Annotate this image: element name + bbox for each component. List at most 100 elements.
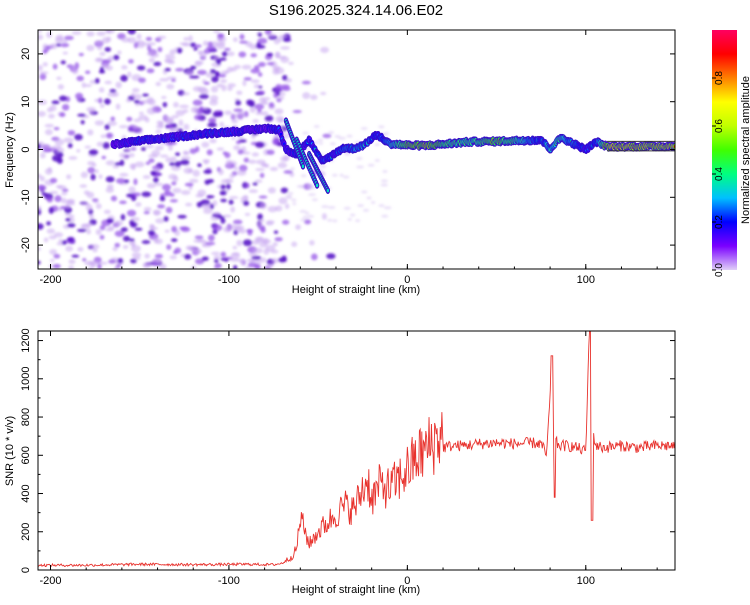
spectrogram-noise-blob [220, 70, 228, 75]
spectrogram-noise-blob [86, 31, 95, 37]
spectrogram-noise-blob [89, 243, 100, 250]
spectrogram-noise-blob [65, 204, 71, 209]
spectrogram-faint-blob [304, 147, 312, 151]
spectrogram-noise-blob [281, 255, 287, 262]
spectrogram-noise-blob [42, 148, 52, 153]
spectrogram-noise-blob [187, 245, 198, 251]
spectrogram-noise-blob [267, 187, 276, 194]
spectrogram-noise-blob [132, 93, 143, 100]
spectrogram-noise-blob [157, 204, 166, 209]
spectrogram-noise-blob [199, 94, 209, 99]
spectrogram-noise-blob [125, 146, 132, 153]
spectrogram-noise-blob [81, 82, 86, 88]
spectrogram-noise-blob [155, 129, 162, 134]
spectrogram-noise-blob [67, 130, 76, 136]
spectrogram-noise-blob [178, 119, 184, 127]
spectrogram-noise-blob [134, 161, 145, 168]
spectrogram-noise-blob [104, 47, 112, 52]
colorbar-tick-label: 0.4 [714, 167, 725, 181]
spectrogram-noise-blob [92, 248, 98, 253]
spectrogram-noise-blob [39, 71, 49, 75]
spectrogram-noise-blob [224, 110, 232, 116]
spectrogram-faint-blob [374, 143, 380, 147]
spectrogram-noise-blob [142, 93, 149, 97]
spectrogram-noise-blob [292, 110, 302, 114]
spectrogram-noise-blob [154, 253, 163, 259]
spectrogram-noise-blob [64, 212, 71, 217]
spectrogram-noise-blob [180, 190, 191, 195]
spectrogram-noise-blob [173, 250, 178, 255]
spectrogram-faint-blob [305, 211, 310, 215]
spectrogram-noise-blob [169, 56, 176, 60]
spectrogram-noise-blob [148, 226, 159, 231]
spectrogram-noise-blob [283, 170, 293, 174]
spectrogram-noise-blob [220, 79, 228, 84]
spectrogram-noise-blob [247, 229, 253, 236]
spectrogram-noise-blob [257, 37, 268, 45]
spectrogram-noise-blob [146, 68, 155, 74]
spectrogram-faint-blob [290, 167, 295, 171]
spectrogram-faint-blob [327, 205, 336, 209]
spectrogram-noise-blob [242, 80, 247, 87]
spectrogram-noise-blob [173, 101, 179, 108]
spectrogram-noise-blob [209, 138, 217, 144]
spectrogram-noise-blob [119, 172, 129, 177]
spectrogram-noise-blob [133, 42, 139, 49]
spectrogram-noise-blob [256, 42, 261, 48]
spectrogram-noise-blob [295, 224, 302, 230]
spectrogram-noise-blob [244, 266, 251, 269]
spectrogram-noise-blob [66, 174, 72, 180]
spectrogram-noise-blob [84, 84, 93, 88]
spectrogram-noise-blob [130, 147, 137, 151]
spectrogram-noise-blob [175, 152, 181, 157]
spectrogram-noise-blob [42, 62, 48, 67]
spectrogram-noise-blob [259, 218, 265, 223]
spectrogram-noise-blob [126, 116, 133, 122]
spectrogram-noise-blob [171, 78, 176, 83]
spectrogram-noise-blob [72, 67, 79, 75]
spectrogram-noise-blob [172, 175, 179, 183]
spectrogram-noise-blob [43, 237, 49, 243]
spectrogram-noise-blob [259, 241, 268, 248]
spectrogram-faint-blob [361, 190, 368, 194]
spectrogram-noise-blob [273, 65, 281, 71]
spectrogram-ridge [110, 123, 675, 165]
spectrogram-noise-blob [129, 163, 136, 170]
spectrogram-noise-blob [46, 31, 53, 39]
spectrogram-noise-blob [217, 33, 225, 38]
spectrogram-noise-blob [252, 182, 258, 186]
spectrogram-noise-blob [192, 86, 202, 92]
figure-title: S196.2025.324.14.06.E02 [269, 2, 443, 19]
spectrogram-noise-blob [197, 50, 203, 55]
spectrogram-noise-blob [249, 43, 258, 50]
spectrogram-noise-blob [48, 206, 54, 214]
spectrogram-noise-blob [272, 138, 280, 146]
spectrogram-faint-blob [302, 131, 309, 135]
spectrogram-noise-blob [267, 33, 277, 38]
spectrogram-noise-blob [86, 228, 91, 235]
spectrogram-faint-blob [367, 163, 375, 167]
spectrogram-noise-blob [203, 160, 209, 165]
spectrogram-noise-blob [189, 178, 199, 184]
spectrogram-noise-blob [138, 77, 146, 83]
spectrogram-noise-blob [280, 46, 290, 50]
spectrogram-noise-blob [242, 239, 253, 247]
spectrogram-noise-blob [91, 163, 97, 167]
spectrogram-noise-blob [76, 149, 81, 153]
spectrogram-noise-blob [94, 120, 105, 126]
spectrogram-noise-blob [176, 47, 183, 54]
spectrogram-faint-blob [307, 184, 314, 188]
spectrogram-noise-blob [223, 226, 232, 233]
spectrogram-noise-blob [233, 145, 241, 151]
spectrogram-noise-blob [214, 71, 220, 77]
spectrogram-noise-blob [233, 265, 238, 269]
colorbar-gradient [712, 30, 737, 270]
spectrogram-noise-blob [113, 54, 120, 61]
spectrogram-noise-blob [142, 99, 149, 104]
spectrogram-faint-blob [344, 152, 351, 156]
spectrogram-noise-blob [38, 34, 44, 40]
spectrogram-noise-blob [142, 262, 152, 268]
snr-ylabel: SNR (10 * v/v) [4, 416, 16, 486]
spectrogram-noise-blob [202, 106, 208, 111]
spectrogram-noise-blob [304, 219, 312, 225]
